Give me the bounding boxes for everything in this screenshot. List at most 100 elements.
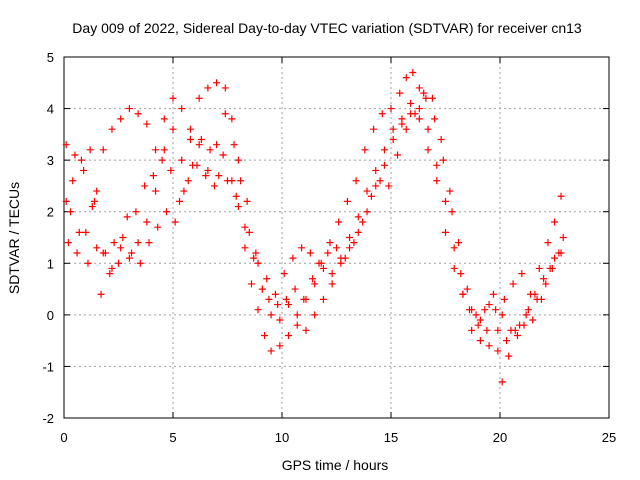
data-point	[494, 347, 502, 355]
data-point	[319, 264, 327, 272]
data-point	[431, 115, 439, 123]
data-point	[505, 352, 513, 360]
data-point	[97, 290, 105, 298]
data-point	[378, 110, 386, 118]
data-point	[337, 254, 345, 262]
data-point	[472, 311, 480, 319]
data-point	[389, 125, 397, 133]
data-point	[263, 275, 271, 283]
data-point	[335, 218, 343, 226]
data-point	[468, 306, 476, 314]
data-point	[88, 203, 96, 211]
data-point	[385, 182, 393, 190]
data-point	[84, 259, 92, 267]
data-point	[551, 218, 558, 226]
data-point	[394, 151, 402, 159]
data-point	[215, 172, 223, 180]
data-point	[75, 228, 83, 236]
data-point	[442, 197, 449, 205]
data-point	[380, 146, 388, 154]
data-point	[424, 146, 432, 154]
data-point	[143, 120, 151, 128]
series-track-3	[64, 89, 567, 334]
data-point	[428, 94, 436, 102]
data-point	[171, 218, 179, 226]
data-point	[415, 105, 423, 113]
data-marks	[62, 68, 567, 386]
data-point	[343, 197, 351, 205]
x-axis-label: GPS time / hours	[282, 457, 389, 473]
data-point	[361, 146, 369, 154]
data-point	[258, 285, 266, 293]
data-point	[346, 234, 354, 241]
data-point	[158, 156, 166, 164]
data-point	[402, 125, 410, 133]
data-point	[265, 295, 273, 303]
data-point	[93, 244, 101, 252]
data-point	[398, 115, 406, 123]
data-point	[450, 244, 458, 252]
x-tick-label: 0	[60, 430, 67, 445]
data-point	[319, 295, 327, 303]
data-point	[123, 213, 131, 221]
data-point	[372, 182, 380, 190]
data-point	[134, 110, 142, 118]
data-point	[533, 295, 541, 303]
data-point	[276, 316, 284, 324]
data-point	[247, 280, 255, 288]
data-point	[184, 177, 192, 185]
data-point	[367, 192, 375, 200]
data-point	[285, 301, 293, 309]
data-point	[476, 316, 484, 324]
data-point	[548, 264, 556, 272]
data-point	[117, 115, 125, 123]
data-point	[485, 342, 493, 350]
data-point	[189, 161, 197, 169]
data-point	[132, 208, 140, 216]
data-point	[230, 141, 238, 149]
data-point	[206, 146, 214, 154]
data-point	[442, 228, 449, 236]
data-point	[293, 311, 301, 319]
data-point	[169, 125, 177, 133]
data-point	[160, 115, 168, 123]
data-point	[489, 290, 497, 298]
data-point	[221, 84, 229, 92]
data-point	[213, 79, 221, 87]
data-point	[389, 136, 397, 144]
data-point	[415, 84, 423, 92]
data-point	[346, 244, 354, 252]
data-point	[234, 203, 242, 211]
series-track-4	[67, 99, 565, 386]
data-point	[267, 347, 275, 355]
data-point	[446, 187, 454, 195]
data-point	[91, 197, 99, 205]
data-point	[202, 172, 210, 180]
data-point	[136, 259, 144, 267]
data-point	[474, 321, 482, 329]
data-point	[237, 177, 245, 185]
data-point	[524, 306, 532, 314]
data-point	[106, 270, 114, 278]
data-point	[370, 125, 378, 133]
data-point	[221, 110, 229, 118]
data-point	[302, 326, 310, 334]
data-point	[350, 239, 358, 247]
data-point	[302, 295, 310, 303]
data-point	[195, 94, 203, 102]
data-point	[67, 208, 75, 216]
data-point	[152, 187, 160, 195]
data-point	[509, 280, 517, 288]
data-point	[535, 264, 543, 272]
data-point	[450, 264, 458, 272]
data-point	[285, 331, 293, 339]
data-point	[476, 337, 484, 345]
data-point	[328, 270, 336, 278]
x-tick-label: 10	[275, 430, 289, 445]
data-point	[241, 223, 249, 231]
data-point	[180, 187, 188, 195]
data-point	[80, 166, 88, 174]
data-point	[551, 254, 558, 262]
data-point	[544, 239, 552, 247]
